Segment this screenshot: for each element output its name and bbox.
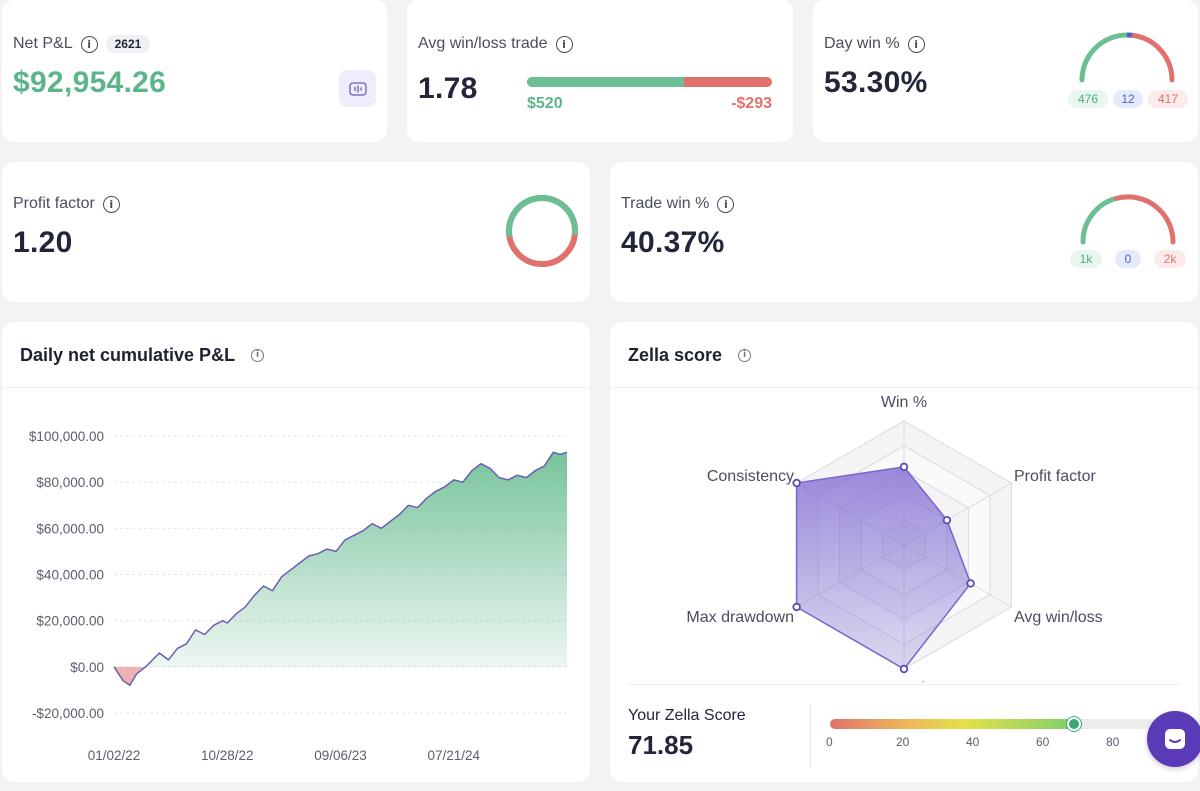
y-tick-label: $40,000.00 — [36, 568, 104, 583]
zella-score-card: Zella score i Win % Profit factor Avg win/… — [610, 322, 1198, 782]
profit-factor-card: Profit factor i 1.20 — [2, 162, 590, 302]
radar-point — [792, 602, 801, 612]
day-win-header: Day win % i — [824, 35, 925, 53]
radar-point — [966, 579, 975, 588]
score-scale-tick: 0 — [826, 735, 833, 749]
radar-point — [792, 478, 801, 488]
zella-score-fill — [830, 719, 1075, 729]
info-icon[interactable]: i — [251, 349, 265, 362]
net-pnl-card: Net P&L i 2621 $92,954.26 — [2, 0, 387, 142]
avg-loss-value: -$293 — [731, 95, 772, 112]
day-breakeven-count-badge: 12 — [1113, 90, 1143, 108]
card-divider — [2, 387, 590, 388]
profit-factor-header: Profit factor i — [13, 195, 120, 213]
radar-point — [942, 515, 952, 525]
day-win-count-badge: 476 — [1068, 90, 1108, 108]
y-tick-label: -$20,000.00 — [32, 706, 104, 721]
score-scale-tick: 60 — [1036, 735, 1050, 749]
waveform-icon-button[interactable] — [339, 70, 376, 107]
net-pnl-header: Net P&L i 2621 — [13, 35, 151, 53]
trade-win-count-badge: 1k — [1070, 250, 1102, 268]
info-icon[interactable]: i — [102, 195, 120, 213]
zella-title: Zella score — [628, 345, 723, 365]
radar-axis-label: Win % — [881, 394, 927, 411]
x-tick-label: 09/06/23 — [314, 748, 367, 763]
cumulative-pnl-line — [113, 451, 568, 687]
radar-axis-label: Max drawdown — [686, 609, 794, 626]
profit-factor-value: 1.20 — [13, 226, 73, 259]
trade-breakeven-count-badge: 0 — [1115, 250, 1141, 268]
avg-win-loss-card: Avg win/loss trade i 1.78 $520 -$293 — [407, 0, 793, 142]
day-win-gauge — [1079, 32, 1175, 83]
trade-win-label: Trade win % — [621, 195, 710, 212]
card-divider — [610, 387, 1198, 388]
y-tick-label: $20,000.00 — [36, 614, 104, 629]
trade-win-gauge — [1080, 194, 1176, 245]
zella-radar-chart[interactable]: Win % Profit factor Avg win/loss Recovery f… — [610, 388, 1198, 682]
trade-win-value: 40.37% — [621, 226, 725, 259]
x-tick-label: 01/02/22 — [88, 748, 141, 763]
avg-win-loss-label: Avg win/loss trade — [418, 35, 548, 52]
y-tick-label: $100,000.00 — [29, 429, 104, 444]
avg-win-value: $520 — [527, 95, 563, 112]
cumulative-pnl-card: Daily net cumulative P&L i $100,000.00 $8… — [2, 322, 590, 782]
info-icon[interactable]: i — [907, 35, 925, 53]
trade-win-card: Trade win % i 40.37% 1k 0 2k — [610, 162, 1198, 302]
profit-factor-donut — [506, 195, 578, 267]
info-icon[interactable]: i — [717, 195, 735, 213]
score-scale-tick: 40 — [966, 735, 980, 749]
chat-button[interactable] — [1147, 711, 1200, 767]
day-loss-count-badge: 417 — [1148, 90, 1188, 108]
negative-area-fill — [114, 666, 146, 686]
cumulative-pnl-title-row: Daily net cumulative P&L i — [20, 345, 265, 366]
net-pnl-value: $92,954.26 — [13, 66, 167, 99]
day-win-card: Day win % i 53.30% 476 12 417 — [813, 0, 1198, 142]
radar-axis-label: Recovery factor — [848, 680, 961, 682]
avg-win-loss-value: 1.78 — [418, 72, 478, 105]
profit-factor-label: Profit factor — [13, 195, 95, 212]
day-win-value: 53.30% — [824, 66, 928, 99]
score-scale-tick: 80 — [1106, 735, 1120, 749]
info-icon[interactable]: i — [80, 35, 98, 53]
x-tick-label: 10/28/22 — [201, 748, 254, 763]
radar-axis-label: Profit factor — [1014, 468, 1096, 485]
score-divider — [628, 684, 1180, 685]
y-tick-label: $60,000.00 — [36, 521, 104, 536]
score-vertical-divider — [810, 704, 811, 768]
info-icon[interactable]: i — [738, 349, 752, 362]
waveform-icon — [348, 81, 367, 96]
zella-score-scale — [830, 719, 1170, 729]
win-loss-bar — [527, 77, 772, 87]
radar-point — [899, 664, 909, 674]
radar-axis-label: Avg win/loss — [1014, 609, 1103, 626]
win-portion-bar — [527, 77, 684, 87]
trade-win-header: Trade win % i — [621, 195, 735, 213]
score-scale-tick: 20 — [896, 735, 910, 749]
avg-win-loss-header: Avg win/loss trade i — [418, 35, 573, 53]
x-tick-label: 07/21/24 — [427, 748, 480, 763]
net-pnl-label: Net P&L — [13, 35, 73, 52]
your-zella-score-label: Your Zella Score — [628, 707, 746, 724]
positive-area-fill — [114, 452, 567, 667]
chat-icon — [1165, 729, 1185, 749]
trade-count-badge: 2621 — [105, 35, 151, 53]
cumulative-pnl-title: Daily net cumulative P&L — [20, 345, 236, 365]
your-zella-score-value: 71.85 — [628, 730, 694, 760]
zella-score-marker — [1067, 717, 1082, 731]
y-tick-label: $0.00 — [70, 660, 104, 675]
y-tick-label: $80,000.00 — [36, 475, 104, 490]
day-win-label: Day win % — [824, 35, 900, 52]
cumulative-pnl-chart[interactable]: $100,000.00 $80,000.00 $60,000.00 $40,000.0… — [2, 388, 590, 782]
zella-title-row: Zella score i — [628, 345, 752, 366]
trade-loss-count-badge: 2k — [1154, 250, 1186, 268]
radar-point — [899, 462, 909, 472]
radar-axis-label: Consistency — [707, 468, 794, 485]
info-icon[interactable]: i — [555, 35, 573, 53]
